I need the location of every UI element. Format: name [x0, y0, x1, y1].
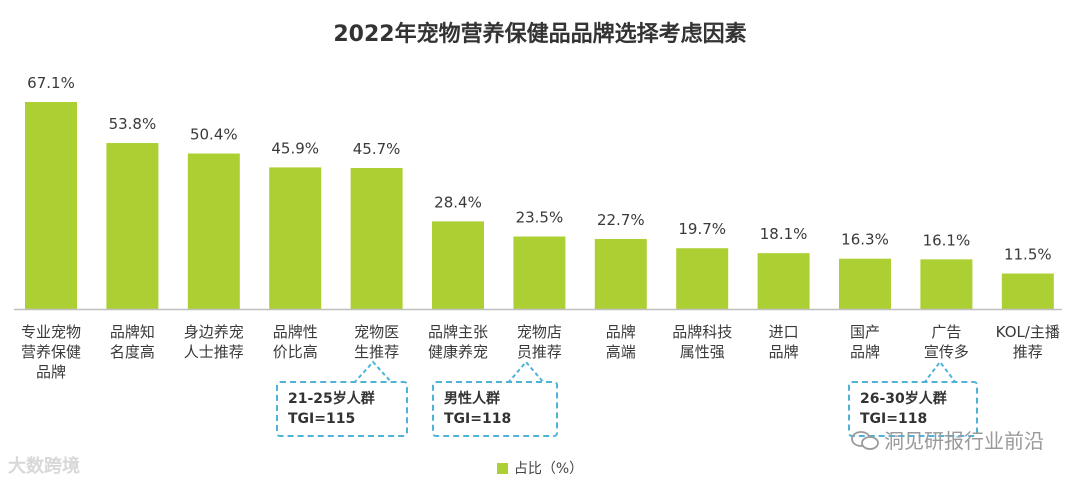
bar	[757, 253, 810, 309]
watermark-right-text: 洞见研报行业前沿	[884, 429, 1044, 453]
category-label: 宠物医	[354, 323, 399, 341]
category-label: 品牌	[769, 343, 799, 361]
bar-value-label: 23.5%	[516, 209, 564, 227]
callout-pointer	[923, 360, 957, 384]
callout-line: 21-25岁人群	[288, 391, 375, 407]
legend: 占比（%）	[0, 458, 1080, 478]
wechat-icon	[851, 431, 879, 450]
category-label: 人士推荐	[184, 343, 244, 361]
chart-title: 2022年宠物营养保健品品牌选择考虑因素	[333, 22, 747, 47]
bar	[432, 221, 484, 309]
category-label: 健康养宠	[428, 343, 488, 361]
bar-value-label: 67.1%	[27, 74, 75, 92]
bar	[839, 258, 891, 309]
category-label: 高端	[606, 343, 636, 361]
bar	[513, 236, 566, 309]
bar-value-label: 45.7%	[353, 140, 401, 158]
callout-pointer	[353, 360, 393, 384]
callout-age-26-30: 26-30岁人群 TGI=118	[848, 381, 978, 437]
callout-age-21-25: 21-25岁人群 TGI=115	[276, 381, 408, 437]
bar	[594, 238, 647, 309]
bar	[1001, 273, 1054, 309]
callout-line: TGI=115	[288, 411, 356, 427]
category-label: 宠物店	[517, 323, 562, 341]
bar-value-label: 53.8%	[109, 115, 157, 133]
bar-value-label: 19.7%	[678, 220, 726, 238]
bar	[269, 167, 322, 309]
legend-swatch	[496, 463, 508, 474]
bar	[106, 143, 159, 309]
callout-line: TGI=118	[860, 411, 928, 427]
bar-value-label: 22.7%	[597, 211, 645, 229]
bar-value-label: 16.3%	[841, 231, 889, 249]
bar-value-label: 16.1%	[923, 231, 971, 249]
callout-line: 26-30岁人群	[860, 391, 947, 407]
watermark-left: 大数跨境	[8, 456, 80, 477]
watermark-right: 洞见研报行业前沿	[850, 425, 1044, 454]
bar-value-label: 11.5%	[1004, 246, 1052, 264]
bar-value-label: 18.1%	[760, 225, 808, 243]
category-label: 品牌	[850, 343, 880, 361]
category-label: 品牌主张	[428, 323, 488, 341]
category-label: 价比高	[273, 343, 318, 361]
category-label: 员推荐	[517, 343, 562, 361]
bar-value-label: 50.4%	[190, 126, 238, 144]
category-label: 属性强	[680, 343, 725, 361]
legend-label: 占比（%）	[513, 461, 584, 477]
category-label: 专业宠物	[21, 323, 81, 341]
callout-male: 男性人群 TGI=118	[432, 381, 558, 437]
bar	[187, 153, 240, 309]
category-label: 品牌性	[273, 323, 318, 341]
category-label: 品牌	[606, 323, 636, 341]
bar-value-label: 45.9%	[271, 139, 319, 157]
category-label: 身边养宠	[184, 323, 244, 341]
category-label: 进口	[769, 323, 799, 341]
bar-value-label: 28.4%	[434, 193, 482, 211]
category-label: 品牌科技	[672, 323, 732, 341]
category-label: 国产	[850, 323, 880, 341]
category-label: 广告	[931, 323, 961, 341]
category-label: 品牌知	[110, 323, 155, 341]
category-label: 营养保健	[21, 343, 81, 361]
callout-line: TGI=118	[444, 411, 512, 427]
category-label: 推荐	[1013, 343, 1043, 361]
category-label: 名度高	[110, 343, 155, 361]
category-label: 品牌	[36, 363, 66, 381]
bar	[920, 259, 973, 309]
callout-pointer	[507, 360, 545, 384]
bar	[676, 248, 729, 309]
category-label: 生推荐	[354, 343, 399, 361]
category-label: 宣传多	[924, 343, 969, 361]
bar	[350, 168, 403, 309]
bar	[25, 102, 77, 309]
category-label: KOL/主播	[996, 323, 1060, 341]
callout-line: 男性人群	[444, 391, 500, 407]
